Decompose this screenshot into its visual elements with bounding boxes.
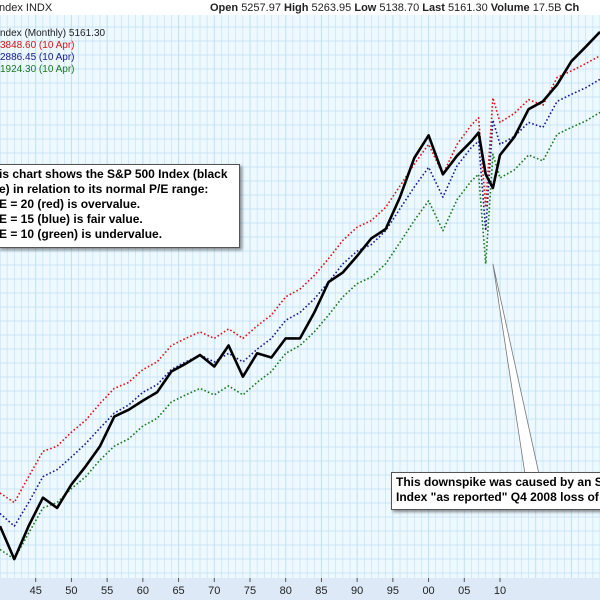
open-label: Open	[210, 2, 239, 14]
last-value: 5161.30	[447, 2, 488, 14]
legend-index: ndex (Monthly) 5161.30	[0, 28, 106, 39]
chart-title: ndex INDX	[0, 2, 53, 14]
x-tick-label: 75	[244, 585, 256, 597]
volume-label: Volume	[490, 2, 530, 14]
callout-line: E = 10 (green) is undervalue.	[0, 227, 163, 241]
sp500-index-line	[0, 30, 600, 561]
volume-value: 17.5B	[532, 2, 562, 14]
legend-pe15: 2886.45 (10 Apr)	[0, 52, 75, 63]
callout-line: E = 20 (red) is overvalue.	[0, 197, 141, 211]
x-tick-label: 90	[351, 585, 363, 597]
x-axis-ticks: 45 50 55 60 65 70 75 80 85 90 95 00 05 10	[30, 578, 506, 597]
callout-line: is chart shows the S&P 500 Index (black	[0, 167, 228, 181]
pe10-green-line	[0, 111, 600, 560]
downspike-callout: This downspike was caused by an S& Index…	[391, 472, 600, 510]
series-lines	[0, 30, 600, 561]
legend-pe20: 3848.60 (10 Apr)	[0, 40, 75, 51]
low-value: 5138.70	[379, 2, 420, 14]
open-value: 5257.97	[241, 2, 281, 14]
chart-menu-link[interactable]: Ch	[564, 2, 580, 14]
high-value: 5263.95	[311, 2, 352, 14]
x-tick-label: 45	[30, 585, 42, 597]
pe-explanation-callout: is chart shows the S&P 500 Index (black …	[0, 164, 240, 248]
callout-line: e) in relation to its normal P/E range:	[0, 182, 209, 196]
x-tick-label: 00	[422, 585, 434, 597]
x-tick-label: 95	[387, 585, 399, 597]
ohlc-header: Open 5257.97 High 5263.95 Low 5138.70 La…	[210, 2, 579, 14]
x-tick-label: 55	[101, 585, 113, 597]
legend-pe10: 1924.30 (10 Apr)	[0, 64, 75, 75]
x-tick-label: 10	[494, 585, 506, 597]
pe15-blue-line	[0, 78, 600, 527]
last-label: Last	[422, 2, 445, 14]
x-tick-label: 60	[137, 585, 149, 597]
x-tick-label: 05	[458, 585, 470, 597]
x-tick-label: 50	[65, 585, 77, 597]
callout-line: This downspike was caused by an S&	[396, 475, 600, 489]
x-tick-label: 70	[208, 585, 220, 597]
gridlines	[0, 15, 600, 578]
high-label: High	[284, 2, 309, 14]
x-tick-label: 80	[280, 585, 292, 597]
x-tick-label: 85	[315, 585, 327, 597]
x-tick-label: 65	[172, 585, 184, 597]
x-axis-bar	[0, 578, 600, 600]
callout-line: Index "as reported" Q4 2008 loss of -	[396, 490, 600, 504]
callout-line: E = 15 (blue) is fair value.	[0, 212, 143, 226]
low-label: Low	[354, 2, 377, 14]
pe20-red-line	[0, 55, 600, 504]
